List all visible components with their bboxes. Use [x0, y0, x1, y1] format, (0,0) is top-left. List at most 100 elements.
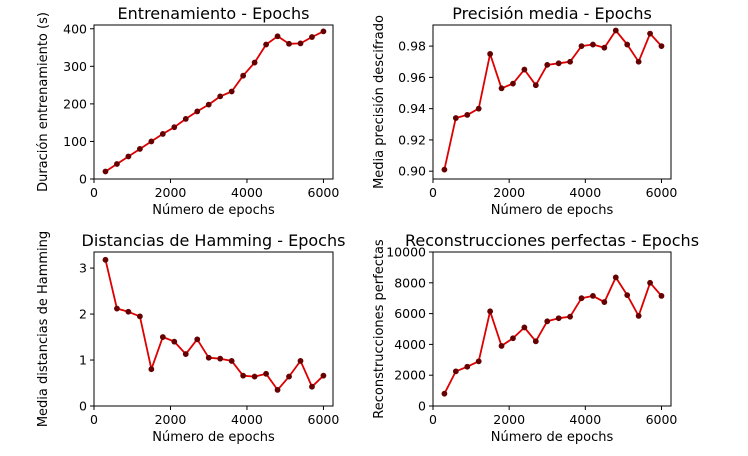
training-time-x-tick-label: 4000: [231, 185, 263, 200]
hamming-y-tick-label: 3: [79, 261, 87, 276]
precision-data-point: [658, 43, 665, 50]
training-time-x-tick-label: 6000: [308, 185, 340, 200]
precision-data-point: [487, 51, 494, 57]
reconstructions-data-point: [578, 295, 585, 302]
hamming-data-point: [125, 308, 132, 315]
hamming-axes-frame: [93, 251, 334, 407]
hamming-data-point: [182, 351, 189, 357]
reconstructions-data-point: [510, 335, 516, 342]
reconstructions-y-tick-label: 4000: [394, 337, 426, 352]
precision-series-line: [443, 29, 663, 170]
training-time-data-point: [217, 93, 224, 100]
hamming-title: Distancias de Hamming - Epochs: [82, 231, 346, 250]
reconstructions-data-point: [647, 279, 653, 286]
hamming-x-tick-label: 0: [90, 412, 98, 427]
reconstructions-y-tick-label: 2000: [394, 368, 426, 383]
training-time-y-tick-label: 200: [63, 96, 87, 111]
reconstructions-data-point: [532, 338, 539, 345]
precision-data-point: [555, 60, 562, 67]
training-time-data-point: [114, 161, 120, 167]
precision-x-tick-label: 4000: [569, 185, 601, 200]
training-time-data-point: [159, 131, 166, 137]
training-time-data-point: [148, 138, 155, 145]
hamming-data-point: [240, 372, 247, 379]
reconstructions-data-point: [624, 292, 631, 299]
hamming-data-point: [217, 355, 224, 362]
reconstructions-y-tick-label: 8000: [394, 275, 426, 290]
training-time-data-point: [136, 146, 143, 152]
precision-data-point: [510, 80, 516, 87]
training-time-data-point: [274, 33, 281, 40]
precision-x-axis-label: Número de epochs: [491, 203, 614, 218]
hamming-x-tick-label: 6000: [308, 412, 340, 427]
precision-x-tick-label: 0: [429, 185, 437, 200]
reconstructions-data-point: [567, 313, 573, 320]
training-time-data-point: [171, 124, 178, 131]
training-time-x-tick-label: 0: [90, 185, 98, 200]
reconstructions-title: Reconstrucciones perfectas - Epochs: [405, 231, 699, 250]
precision-data-point: [601, 44, 608, 51]
hamming-data-point: [286, 373, 292, 380]
reconstructions-x-tick-label: 4000: [569, 412, 601, 427]
precision-title: Precisión media - Epochs: [452, 4, 652, 23]
hamming-data-point: [136, 313, 143, 320]
training-time-y-tick-label: 400: [63, 21, 87, 36]
precision-data-point: [544, 61, 551, 68]
reconstructions-x-tick-label: 6000: [646, 412, 678, 427]
reconstructions-data-point: [487, 308, 494, 315]
training-time-data-point: [205, 101, 212, 108]
hamming-data-point: [228, 358, 235, 364]
precision-y-axis-label: Media precisión descifrado: [372, 15, 387, 189]
precision-data-point: [567, 58, 573, 65]
reconstructions-y-tick-label: 10000: [386, 245, 426, 260]
hamming-data-point: [102, 256, 109, 263]
hamming-data-point: [263, 370, 269, 377]
reconstructions-series-line: [443, 276, 663, 395]
hamming-data-point: [274, 387, 281, 393]
training-time-data-point: [102, 168, 109, 175]
training-time-data-point: [125, 153, 132, 160]
precision-data-point: [441, 166, 448, 173]
training-time-y-tick-label: 100: [63, 134, 87, 149]
precision-data-point: [532, 82, 539, 89]
reconstructions-data-point: [555, 315, 562, 322]
reconstructions-data-point: [521, 324, 528, 331]
hamming-data-point: [171, 338, 178, 345]
hamming-y-tick-label: 0: [79, 399, 87, 414]
training-time-y-tick-label: 0: [79, 172, 87, 187]
reconstructions-y-axis-label: Reconstrucciones perfectas: [372, 239, 387, 419]
subplot-reconstructions: Reconstrucciones perfectas - Epochs 0 2000…: [372, 231, 699, 445]
reconstructions-data-point: [452, 368, 459, 375]
training-time-y-axis-label: Duración entrenamiento (s): [36, 12, 51, 192]
reconstructions-data-point: [612, 274, 619, 281]
training-time-data-point: [286, 40, 292, 47]
training-time-data-point: [309, 34, 315, 40]
precision-y-tick-label: 0.94: [398, 101, 426, 116]
precision-data-point: [624, 41, 631, 48]
training-time-y-tick-label: 300: [63, 59, 87, 74]
precision-y-tick-label: 0.92: [398, 132, 426, 147]
hamming-x-axis-label: Número de epochs: [152, 430, 275, 445]
hamming-data-point: [194, 336, 201, 343]
reconstructions-data-point: [658, 292, 665, 299]
hamming-data-point: [205, 354, 212, 361]
reconstructions-data-point: [544, 318, 551, 325]
reconstructions-x-tick-label: 0: [429, 412, 437, 427]
training-time-data-point: [240, 72, 247, 79]
reconstructions-x-tick-label: 2000: [493, 412, 525, 427]
precision-x-tick-label: 6000: [646, 185, 678, 200]
training-time-x-axis-label: Número de epochs: [152, 203, 275, 218]
subplot-precision: Precisión media - Epochs 0 2000 4000 6000 0.9…: [372, 4, 677, 218]
reconstructions-data-point: [601, 299, 608, 305]
hamming-data-point: [320, 372, 327, 379]
subplot-hamming: Distancias de Hamming - Epochs 0 2000 4000 6…: [36, 231, 345, 445]
hamming-series-line: [104, 259, 325, 391]
reconstructions-y-tick-label: 6000: [394, 306, 426, 321]
training-time-data-point: [297, 40, 304, 47]
subplot-training-time: Entrenamiento - Epochs 0 2000 4000 6000 0 100 2…: [36, 4, 339, 218]
reconstructions-data-point: [590, 292, 596, 299]
precision-y-tick-label: 0.98: [398, 39, 426, 54]
training-time-axes-frame: [93, 24, 334, 180]
reconstructions-axes-frame: [432, 251, 672, 407]
reconstructions-data-point: [475, 358, 482, 365]
